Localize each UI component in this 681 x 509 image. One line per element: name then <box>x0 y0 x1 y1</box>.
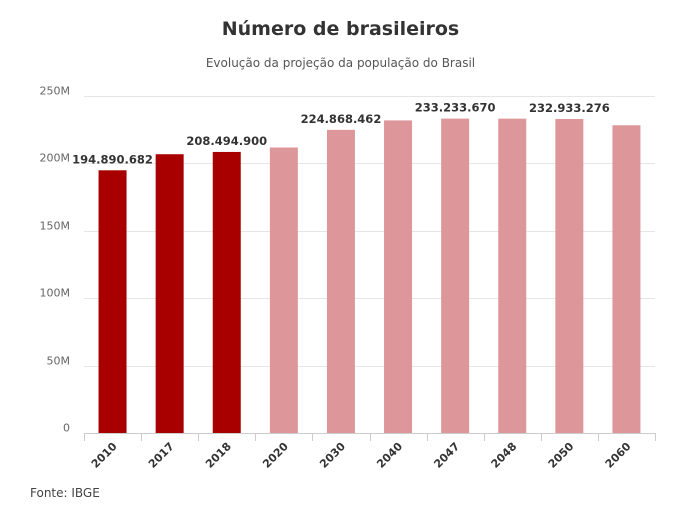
x-tick-label-2020: 2020 <box>260 440 291 471</box>
bar-2018 <box>212 151 241 434</box>
chart-title: Número de brasileiros <box>221 18 460 40</box>
x-tick-label-2060: 2060 <box>603 440 634 471</box>
data-label-2010: 194.890.682 <box>72 152 153 166</box>
x-tick-label-2047: 2047 <box>431 440 462 471</box>
data-label-2047: 233.233.670 <box>415 101 496 115</box>
source-note: Fonte: IBGE <box>30 486 100 500</box>
x-tick-label-2010: 2010 <box>89 440 120 471</box>
y-tick-label: 50M <box>47 355 71 368</box>
chart-subtitle: Evolução da projeção da população do Bra… <box>205 56 476 70</box>
y-tick-label: 150M <box>40 220 71 233</box>
bar-chart: 0 50M 100M 150M 200M 250M 194.890.682 208.494.… <box>40 85 656 471</box>
y-tick-label: 200M <box>40 152 71 165</box>
bar-2020 <box>269 147 298 434</box>
bar-2048 <box>498 118 527 434</box>
x-tick-label-2040: 2040 <box>374 440 405 471</box>
x-tick-label-2050: 2050 <box>546 440 577 471</box>
bar-2040 <box>384 120 413 433</box>
y-axis: 0 50M 100M 150M 200M 250M <box>40 85 71 435</box>
y-tick-label: 0 <box>63 422 70 435</box>
y-tick-label: 250M <box>40 85 71 98</box>
bars <box>98 118 641 434</box>
data-label-2018: 208.494.900 <box>186 134 267 148</box>
bar-2050 <box>555 119 584 433</box>
y-tick-label: 100M <box>40 287 71 300</box>
data-label-2050: 232.933.276 <box>529 101 610 115</box>
bar-2047 <box>441 118 470 433</box>
data-labels: 194.890.682 208.494.900 224.868.462 233.233… <box>72 101 610 167</box>
x-tick-label-2048: 2048 <box>489 440 520 471</box>
bar-2030 <box>326 129 355 433</box>
bar-2010 <box>98 170 127 433</box>
data-label-2030: 224.868.462 <box>301 112 382 126</box>
x-axis: 2010 2017 2018 2020 2030 2040 2047 2048 2050 2060 <box>84 433 656 471</box>
bar-2060 <box>612 125 641 434</box>
x-tick-label-2018: 2018 <box>203 440 234 471</box>
x-tick-label-2030: 2030 <box>317 440 348 471</box>
x-tick-label-2017: 2017 <box>146 440 177 471</box>
bar-2017 <box>155 154 184 434</box>
